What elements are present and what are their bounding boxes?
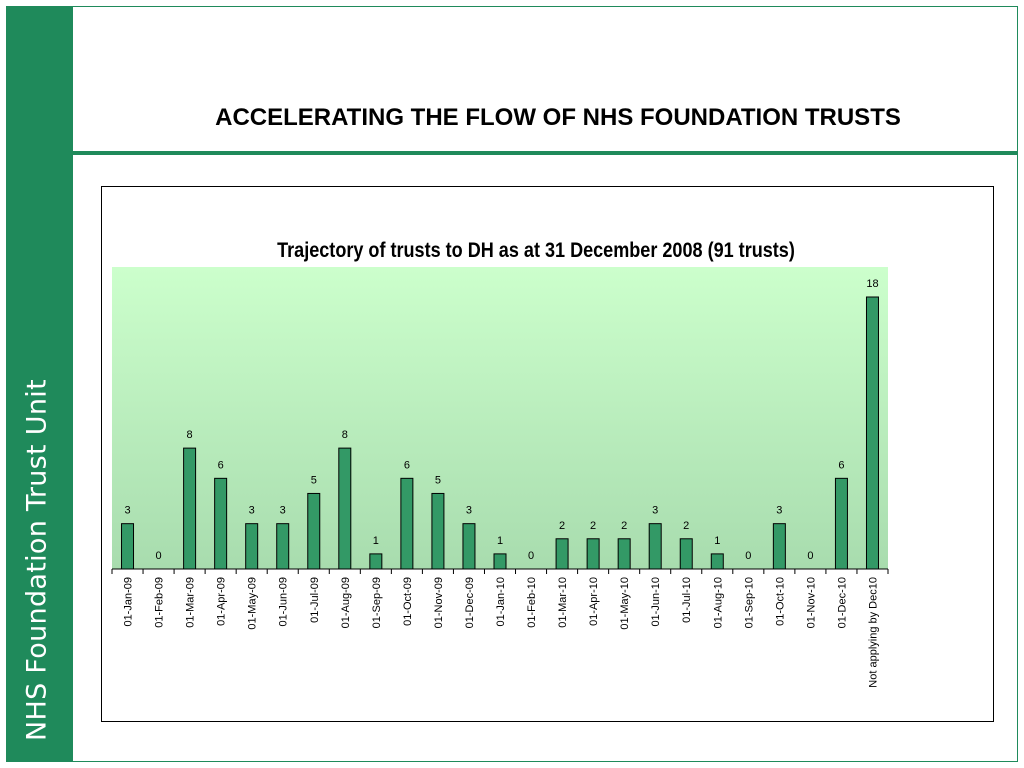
x-tick-label: 01-Oct-09 <box>402 577 414 626</box>
bar-value-label: 6 <box>838 459 844 471</box>
x-tick-label: 01-Dec-10 <box>836 577 848 628</box>
bar-value-label: 5 <box>311 474 317 486</box>
bar <box>369 553 383 570</box>
x-tick-label: 01-Aug-09 <box>340 577 352 628</box>
x-tick-label: 01-Mar-09 <box>185 577 197 628</box>
x-tick-label: 01-Feb-10 <box>526 577 538 628</box>
bar <box>555 538 569 570</box>
x-tick-label: 01-Jul-10 <box>681 577 693 623</box>
bar <box>183 447 197 570</box>
bar-value-label: 1 <box>714 535 720 547</box>
bar-value-label: 8 <box>187 429 193 441</box>
bar-value-label: 6 <box>218 459 224 471</box>
bar <box>710 553 724 570</box>
bar-value-label: 1 <box>497 535 503 547</box>
bar-value-label: 0 <box>155 550 161 562</box>
bar-value-label: 3 <box>249 505 255 517</box>
bar <box>865 296 879 570</box>
bar <box>338 447 352 570</box>
bar <box>834 477 848 570</box>
bar <box>648 523 662 570</box>
x-tick-label: 01-Aug-10 <box>712 577 724 628</box>
x-tick-label: 01-Jan-10 <box>495 577 507 627</box>
x-tick-label: 01-Sep-09 <box>371 577 383 628</box>
bar-value-label: 8 <box>342 429 348 441</box>
chart-title: Trajectory of trusts to DH as at 31 Dece… <box>277 239 795 263</box>
bar <box>617 538 631 570</box>
bar-value-label: 3 <box>124 505 130 517</box>
bar <box>462 523 476 570</box>
x-tick-label: 01-Oct-10 <box>774 577 786 626</box>
bar-value-label: 0 <box>807 550 813 562</box>
bar-value-label: 3 <box>466 505 472 517</box>
bar-value-label: 3 <box>652 505 658 517</box>
x-tick-label: 01-Sep-10 <box>743 577 755 628</box>
x-tick-label: 01-Apr-10 <box>588 577 600 626</box>
bar <box>586 538 600 570</box>
bar-value-label: 2 <box>621 520 627 532</box>
slide-frame <box>6 6 1018 762</box>
bar-value-label: 3 <box>280 505 286 517</box>
bar <box>772 523 786 570</box>
bar <box>276 523 290 570</box>
bar-value-label: 0 <box>528 550 534 562</box>
x-tick-label: 01-Mar-10 <box>557 577 569 628</box>
x-tick-label: 01-Jun-09 <box>278 577 290 627</box>
x-tick-label: 01-Jul-09 <box>309 577 321 623</box>
bar-value-label: 0 <box>745 550 751 562</box>
bar <box>245 523 259 570</box>
x-tick-label: Not applying by Dec10 <box>867 577 879 688</box>
bar-value-label: 2 <box>559 520 565 532</box>
x-tick-label: 01-May-10 <box>619 577 631 630</box>
x-tick-label: 01-Nov-10 <box>805 577 817 628</box>
bar-value-label: 2 <box>590 520 596 532</box>
bar <box>493 553 507 570</box>
bar <box>431 492 445 570</box>
bar-value-label: 1 <box>373 535 379 547</box>
bar <box>307 492 321 570</box>
bar-value-label: 18 <box>866 278 878 290</box>
bar <box>679 538 693 570</box>
x-tick-label: 01-Dec-09 <box>464 577 476 628</box>
bar-value-label: 2 <box>683 520 689 532</box>
header-divider <box>73 151 1018 155</box>
bar-value-label: 5 <box>435 474 441 486</box>
x-tick-label: 01-Feb-09 <box>154 577 166 628</box>
bar <box>214 477 228 570</box>
bar <box>121 523 135 570</box>
sidebar <box>7 7 73 761</box>
page-title: ACCELERATING THE FLOW OF NHS FOUNDATION … <box>215 104 901 131</box>
x-tick-label: 01-Nov-09 <box>433 577 445 628</box>
x-tick-label: 01-Jun-10 <box>650 577 662 627</box>
bar-value-label: 3 <box>776 505 782 517</box>
x-tick-label: 01-May-09 <box>247 577 259 630</box>
plot-area <box>112 267 888 569</box>
x-tick-label: 01-Apr-09 <box>216 577 228 626</box>
bar <box>400 477 414 570</box>
x-tick-label: 01-Jan-09 <box>123 577 135 627</box>
bar-value-label: 6 <box>404 459 410 471</box>
